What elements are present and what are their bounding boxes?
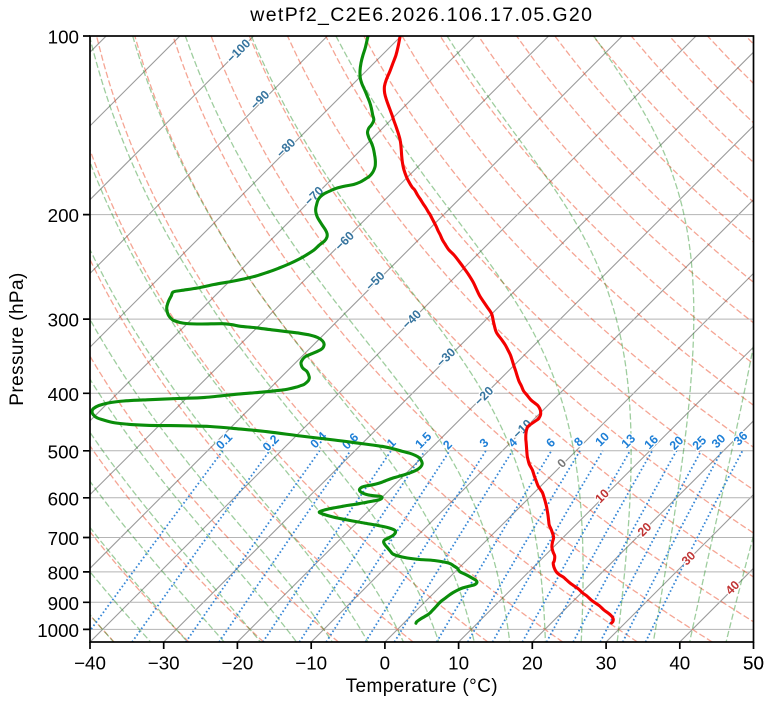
svg-text:200: 200	[48, 205, 79, 226]
svg-text:1000: 1000	[37, 620, 79, 641]
svg-text:50: 50	[743, 653, 764, 674]
svg-text:50: 50	[743, 653, 764, 674]
svg-text:300: 300	[48, 310, 79, 331]
svg-text:100: 100	[48, 27, 79, 48]
svg-text:800: 800	[48, 562, 79, 583]
svg-text:900: 900	[48, 593, 79, 614]
svg-text:400: 400	[48, 384, 79, 405]
svg-text:0: 0	[380, 653, 390, 674]
svg-text:30: 30	[596, 653, 617, 674]
svg-text:wetPf2_C2E6.2026.106.17.05.G20: wetPf2_C2E6.2026.106.17.05.G20	[249, 4, 593, 26]
svg-text:20: 20	[522, 653, 543, 674]
svg-text:600: 600	[48, 488, 79, 509]
svg-text:500: 500	[48, 441, 79, 462]
svg-text:−30: −30	[148, 653, 180, 674]
svg-text:40: 40	[669, 653, 690, 674]
svg-text:−40: −40	[74, 653, 106, 674]
svg-text:Pressure (hPa): Pressure (hPa)	[7, 272, 28, 405]
svg-text:10: 10	[448, 653, 469, 674]
svg-text:700: 700	[48, 528, 79, 549]
svg-text:−10: −10	[295, 653, 327, 674]
svg-text:−20: −20	[221, 653, 253, 674]
svg-text:Temperature (°C): Temperature (°C)	[346, 676, 498, 697]
